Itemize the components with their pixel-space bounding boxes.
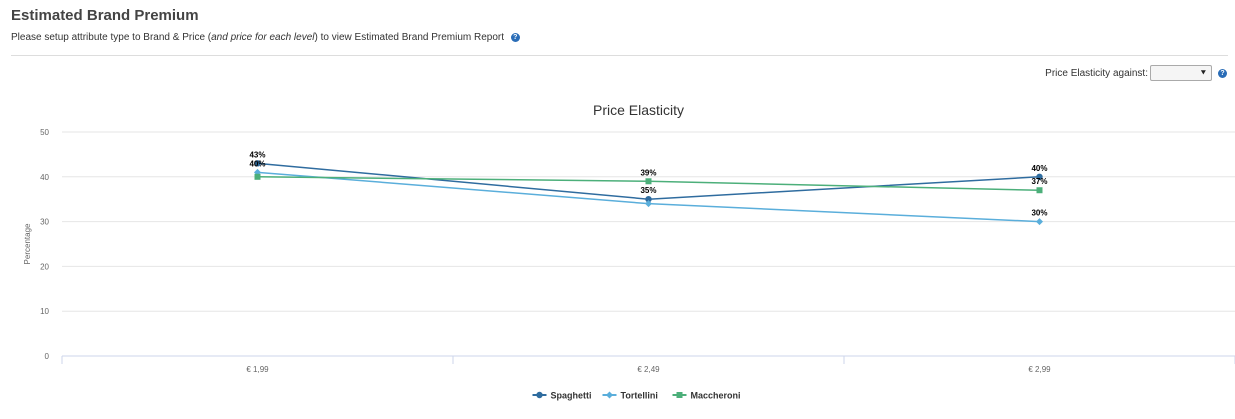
legend-item-tortellini[interactable]: Tortellini [621,391,658,401]
data-point-spaghetti [645,196,652,203]
legend-symbol-spaghetti [536,391,543,399]
header-divider [11,55,1228,56]
chart-svg: Price Elasticity 0 10 20 30 40 50 € 1,99 € 2,49 €… [23,102,1235,401]
data-point-spaghetti [1036,173,1043,180]
page-title: Estimated Brand Premium [11,7,199,24]
price-elasticity-label: Price Elasticity against: [1045,67,1148,79]
question-circle-icon[interactable]: ? [510,32,520,42]
legend-symbol-maccheroni [676,392,683,398]
data-point-maccheroni [645,178,652,185]
price-elasticity-select[interactable]: ⯆ [1150,65,1212,81]
y-tick-label: 0 [45,352,50,361]
data-label-maccheroni: 39% [640,168,656,177]
data-label-tortellini: 30% [1031,209,1047,218]
data-label-spaghetti: 40% [1031,164,1047,173]
data-point-maccheroni [254,173,261,180]
legend-item-spaghetti[interactable]: Spaghetti [551,391,592,401]
x-tick-label: € 1,99 [246,365,269,374]
data-point-maccheroni [1036,187,1043,194]
instruction-text-after: ) to view Estimated Brand Premium Report [314,32,505,43]
price-elasticity-control: Price Elasticity against: ⯆ ? [1045,65,1227,81]
y-tick-label: 10 [40,307,49,316]
y-tick-label: 20 [40,262,49,271]
data-label-spaghetti: 35% [640,186,656,195]
legend-symbol-tortellini [606,391,613,399]
data-point-tortellini [645,200,652,208]
chevron-down-icon: ⯆ [1199,68,1207,78]
legend-item-maccheroni[interactable]: Maccheroni [691,391,741,401]
y-axis-title: Percentage [23,223,32,264]
data-label-tortellini: 40% [249,159,265,168]
chart-title: Price Elasticity [593,102,684,118]
price-elasticity-chart: Price Elasticity 0 10 20 30 40 50 € 1,99 € 2,49 €… [0,90,1235,419]
data-label-maccheroni: 37% [1031,177,1047,186]
x-tick-label: € 2,99 [1028,365,1051,374]
data-point-tortellini [1036,218,1043,226]
y-tick-label: 50 [40,128,49,137]
x-tick-label: € 2,49 [637,365,660,374]
instruction-text-before: Please setup attribute type to Brand & P… [11,32,212,43]
data-point-tortellini [254,168,261,176]
data-point-spaghetti [254,160,261,167]
question-circle-icon[interactable]: ? [1218,68,1227,78]
y-tick-label: 30 [40,218,49,227]
y-tick-label: 40 [40,173,49,182]
data-label-spaghetti: 43% [249,150,265,159]
instructions-text: Please setup attribute type to Brand & P… [11,32,520,43]
instruction-text-emphasis: and price for each level [211,32,315,43]
